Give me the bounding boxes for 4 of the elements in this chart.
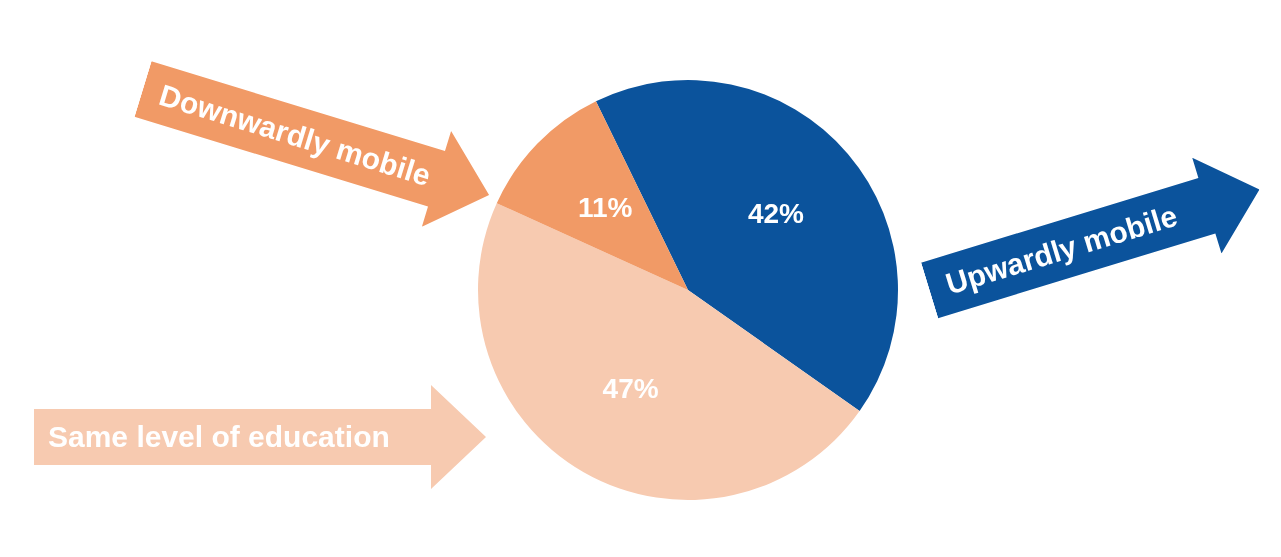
data-label: 11% [577,192,633,224]
data-label: 42% [747,197,805,229]
data-label: 47% [602,372,659,404]
slice-label: Same level of education [47,419,390,455]
